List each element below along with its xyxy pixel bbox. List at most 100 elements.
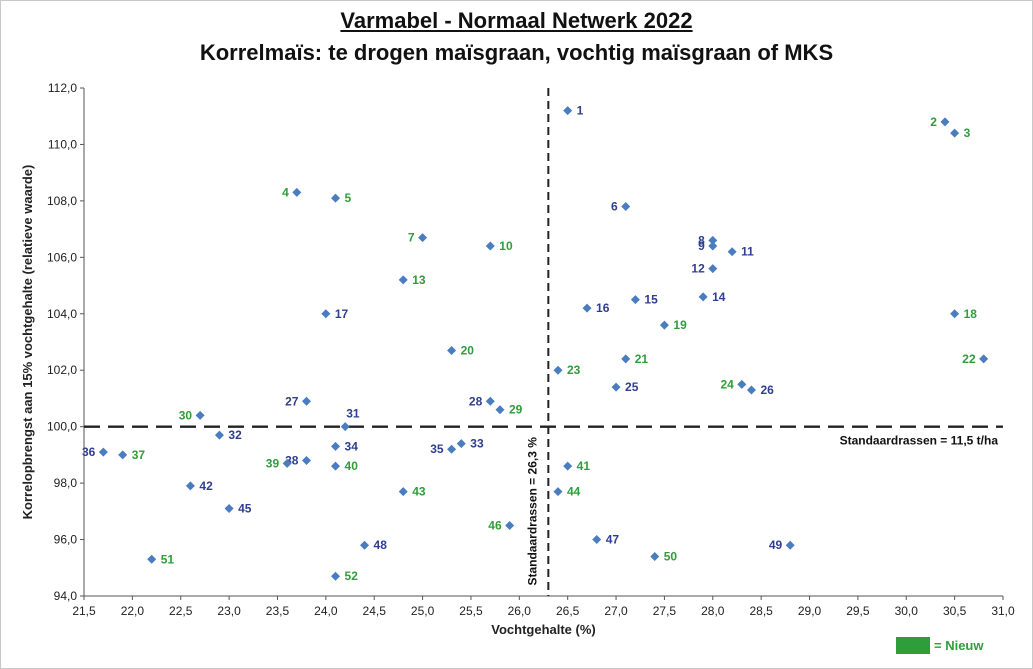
x-tick-label: 24,5	[363, 604, 387, 618]
point-marker	[611, 382, 621, 392]
point-marker	[582, 303, 592, 313]
x-tick-label: 22,0	[121, 604, 145, 618]
x-tick-label: 21,5	[72, 604, 96, 618]
data-point: 2	[930, 115, 950, 129]
point-label: 17	[335, 307, 349, 321]
point-label: 31	[346, 407, 360, 421]
point-marker	[650, 551, 660, 561]
point-label: 48	[374, 538, 388, 552]
point-label: 49	[769, 538, 783, 552]
point-marker	[563, 106, 573, 116]
y-tick-label: 96,0	[54, 533, 78, 547]
point-label: 46	[488, 518, 502, 532]
y-tick-label: 112,0	[48, 81, 77, 95]
point-marker	[418, 233, 428, 243]
chart-subtitle: Korrelmaïs: te drogen maïsgraan, vochtig…	[199, 40, 834, 65]
data-point: 19	[659, 318, 687, 332]
x-tick-label: 29,5	[846, 604, 870, 618]
point-marker	[331, 441, 341, 451]
point-label: 10	[499, 239, 513, 253]
y-tick-label: 94,0	[54, 589, 78, 603]
point-label: 44	[567, 485, 581, 499]
x-tick-label: 30,0	[895, 604, 919, 618]
point-label: 20	[461, 343, 475, 357]
point-label: 3	[964, 126, 971, 140]
data-point: 8	[698, 233, 718, 247]
y-axis-title: Korrelopbrengst aan 15% vochtgehalte (re…	[20, 165, 35, 520]
point-label: 41	[577, 459, 591, 473]
data-point: 28	[469, 394, 495, 408]
point-marker	[214, 430, 224, 440]
point-label: 30	[179, 408, 193, 422]
legend-swatch-new	[896, 637, 930, 654]
data-point: 13	[398, 273, 426, 287]
point-label: 39	[266, 456, 280, 470]
point-marker	[301, 396, 311, 406]
data-point: 41	[563, 459, 590, 473]
point-label: 19	[673, 318, 687, 332]
y-tick-label: 100,0	[47, 420, 77, 434]
point-marker	[630, 295, 640, 305]
data-point: 49	[769, 538, 795, 552]
data-point: 16	[582, 301, 610, 315]
data-point: 51	[147, 552, 174, 566]
point-label: 26	[760, 383, 774, 397]
point-marker	[398, 275, 408, 285]
point-marker	[746, 385, 756, 395]
data-point: 43	[398, 485, 426, 499]
point-marker	[147, 554, 157, 564]
x-axis-title: Vochtgehalte (%)	[491, 622, 596, 637]
chart-title: Varmabel - Normaal Netwerk 2022	[340, 8, 693, 33]
x-tick-label: 28,5	[749, 604, 773, 618]
point-marker	[456, 439, 466, 449]
data-point: 42	[185, 479, 213, 493]
data-point: 30	[179, 408, 205, 422]
point-label: 28	[469, 394, 483, 408]
point-marker	[301, 456, 311, 466]
data-point: 26	[746, 383, 774, 397]
data-point: 9	[698, 239, 718, 253]
x-tick-label: 29,0	[798, 604, 822, 618]
point-marker	[447, 444, 457, 454]
data-point: 35	[430, 442, 457, 456]
point-label: 7	[408, 231, 415, 245]
point-label: 22	[962, 352, 976, 366]
y-tick-label: 102,0	[47, 363, 77, 377]
point-label: 24	[720, 377, 734, 391]
point-label: 21	[635, 352, 649, 366]
point-label: 36	[82, 445, 96, 459]
point-label: 35	[430, 442, 444, 456]
point-marker	[737, 379, 747, 389]
point-marker	[321, 309, 331, 319]
point-marker	[785, 540, 795, 550]
point-marker	[659, 320, 669, 330]
legend: = Nieuw	[896, 637, 984, 654]
point-label: 40	[345, 459, 359, 473]
point-label: 5	[345, 191, 352, 205]
point-marker	[495, 405, 505, 415]
point-label: 42	[199, 479, 213, 493]
data-point: 22	[962, 352, 989, 366]
point-marker	[553, 487, 563, 497]
point-label: 45	[238, 502, 252, 516]
point-marker	[485, 396, 495, 406]
point-label: 43	[412, 485, 426, 499]
data-point: 10	[485, 239, 513, 253]
point-marker	[698, 292, 708, 302]
data-point: 14	[698, 290, 726, 304]
point-marker	[621, 202, 631, 212]
data-point: 5	[331, 191, 352, 205]
reference-lines	[84, 88, 1003, 596]
data-point: 4	[282, 185, 302, 199]
yield-reference-annotation: Standaardrassen = 11,5 t/ha	[840, 434, 999, 448]
point-marker	[398, 487, 408, 497]
point-label: 51	[161, 552, 175, 566]
data-point: 6	[611, 200, 631, 214]
point-label: 4	[282, 185, 289, 199]
data-point: 32	[214, 428, 242, 442]
point-marker	[505, 520, 515, 530]
point-marker	[331, 571, 341, 581]
point-marker	[553, 365, 563, 375]
data-point: 50	[650, 549, 677, 563]
